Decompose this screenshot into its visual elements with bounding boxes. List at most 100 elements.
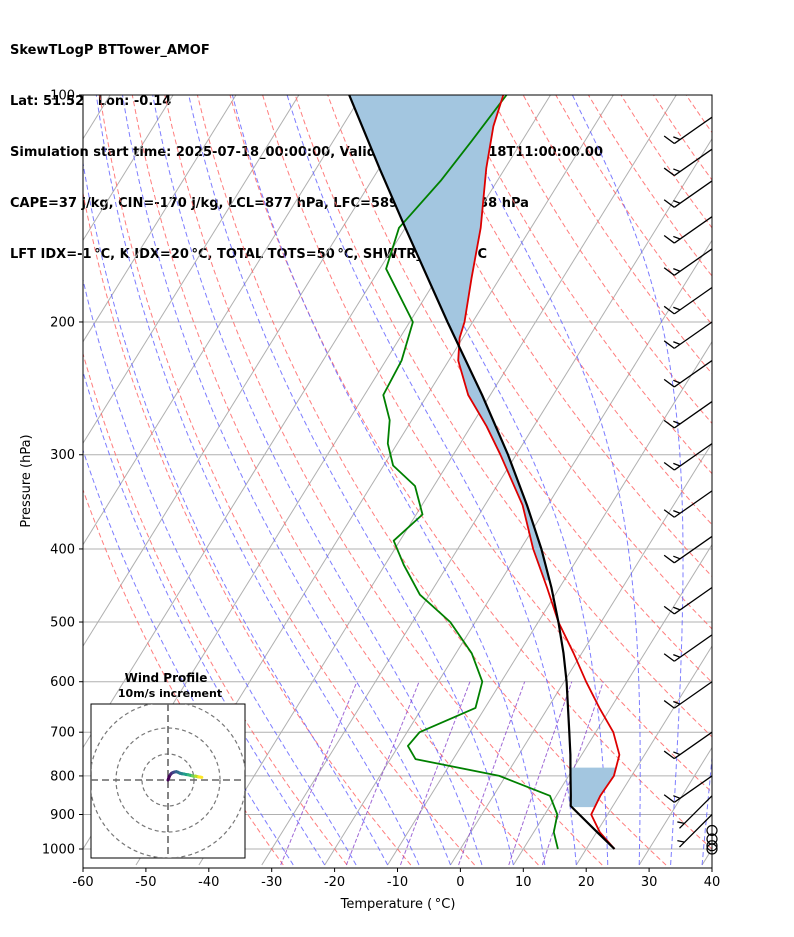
moist-adiabat [231, 95, 546, 866]
x-tick-label: -10 [387, 875, 408, 890]
mixing-ratio-line [345, 681, 420, 866]
dry-adiabat [196, 95, 667, 866]
wind-barb [663, 286, 713, 315]
isotherm-line [83, 95, 174, 242]
y-tick-label: 1000 [42, 843, 75, 858]
x-tick-label: -20 [324, 875, 345, 890]
wind-barb [663, 321, 713, 349]
temperature-line [457, 95, 621, 850]
wind-barb [663, 400, 713, 429]
mixing-ratio-line [508, 681, 573, 866]
dry-adiabat [131, 95, 539, 866]
wind-barb [663, 216, 713, 244]
dry-adiabat [425, 95, 712, 526]
dry-adiabat [327, 95, 712, 684]
time-line: Simulation start time: 2025-07-18_00:00:… [10, 145, 603, 160]
y-tick-label: 500 [50, 616, 75, 631]
wind-barb [663, 634, 713, 662]
wind-barb [663, 731, 713, 760]
dry-adiabat [83, 352, 348, 866]
x-tick-label: -50 [135, 875, 156, 890]
y-tick-label: 600 [50, 675, 75, 690]
dry-adiabat [164, 95, 603, 866]
x-tick-label: 0 [456, 875, 464, 890]
dry-adiabat [83, 488, 284, 866]
parcel-path-line [348, 95, 616, 850]
dry-adiabat [294, 95, 712, 738]
moist-adiabat [701, 752, 712, 866]
isotherm-line [83, 95, 426, 648]
moist-adiabat [95, 95, 420, 866]
wind-barb [663, 248, 713, 276]
mixing-ratio-line [458, 681, 526, 866]
isotherm-line [83, 95, 237, 343]
y-tick-label: 300 [50, 448, 75, 463]
dry-adiabat [751, 95, 794, 865]
wind-barb [663, 775, 713, 803]
moist-adiabat [356, 95, 609, 865]
wind-barb [663, 681, 713, 709]
x-tick-label: 40 [704, 875, 721, 890]
dewpoint-line [382, 95, 559, 850]
dry-adiabat [587, 95, 712, 277]
isotherm-line [512, 543, 712, 866]
isotherm-line [83, 95, 363, 546]
y-tick-label: 100 [50, 89, 75, 104]
isotherm-line [575, 645, 712, 866]
dry-adiabat [229, 95, 712, 850]
isotherm-line [261, 137, 712, 866]
dry-adiabat [359, 95, 712, 630]
isotherm-line [83, 95, 300, 445]
dry-adiabat [719, 95, 794, 865]
dry-adiabat [262, 95, 712, 794]
y-tick-label: 700 [50, 726, 75, 741]
isotherm-line [701, 848, 712, 866]
y-tick-label: 200 [50, 315, 75, 330]
dry-adiabat [620, 95, 712, 229]
x-tick-label: -30 [261, 875, 282, 890]
hodograph-title: Wind Profile [125, 671, 208, 685]
dry-adiabat [392, 95, 712, 578]
dry-adiabat [685, 95, 712, 134]
wind-barb [677, 814, 713, 848]
y-axis-label: Pressure (hPa) [19, 434, 34, 527]
wind-barb [663, 443, 713, 471]
dry-adiabat [99, 95, 475, 866]
hodograph-subtitle: 10m/s increment [118, 687, 222, 700]
moist-adiabat [83, 369, 326, 866]
x-tick-label: -60 [72, 875, 93, 890]
wind-barb [663, 148, 713, 177]
x-tick-label: 20 [578, 875, 595, 890]
x-axis-label: Temperature ( °C) [340, 897, 456, 912]
wind-barb [663, 490, 713, 518]
wind-barb [677, 795, 713, 829]
wind-barb [663, 116, 713, 145]
y-tick-label: 400 [50, 542, 75, 557]
mixing-ratio-line [280, 681, 358, 866]
y-tick-label: 900 [50, 808, 75, 823]
location-line: Lat: 51.52 Lon: -0.14 [10, 94, 172, 109]
moist-adiabat [188, 95, 514, 866]
wind-barb [663, 586, 713, 615]
moist-adiabat [571, 95, 684, 866]
wind-barb [663, 180, 713, 208]
chart-header: SkewTLogP BTTower_AMOF Lat: 51.52 Lon: -… [10, 8, 603, 280]
isotherm-line [387, 340, 712, 866]
mixing-ratio-line [541, 681, 604, 866]
x-tick-label: 10 [515, 875, 532, 890]
dry-adiabat [653, 95, 712, 181]
moist-adiabat [152, 95, 483, 866]
x-tick-label: -40 [198, 875, 219, 890]
chart-title: SkewTLogP BTTower_AMOF [10, 43, 210, 58]
cape-line: CAPE=37 j/kg, CIN=-170 j/kg, LCL=877 hPa… [10, 196, 529, 211]
mixing-ratio-line [400, 681, 471, 866]
y-tick-label: 800 [50, 769, 75, 784]
isotherm-line [198, 95, 677, 866]
wind-barb [663, 535, 713, 564]
isotherm-line [324, 239, 712, 866]
wind-barb [663, 360, 713, 388]
isotherm-line [450, 442, 712, 866]
dry-adiabat [555, 95, 712, 326]
dry-adiabat [457, 95, 712, 475]
